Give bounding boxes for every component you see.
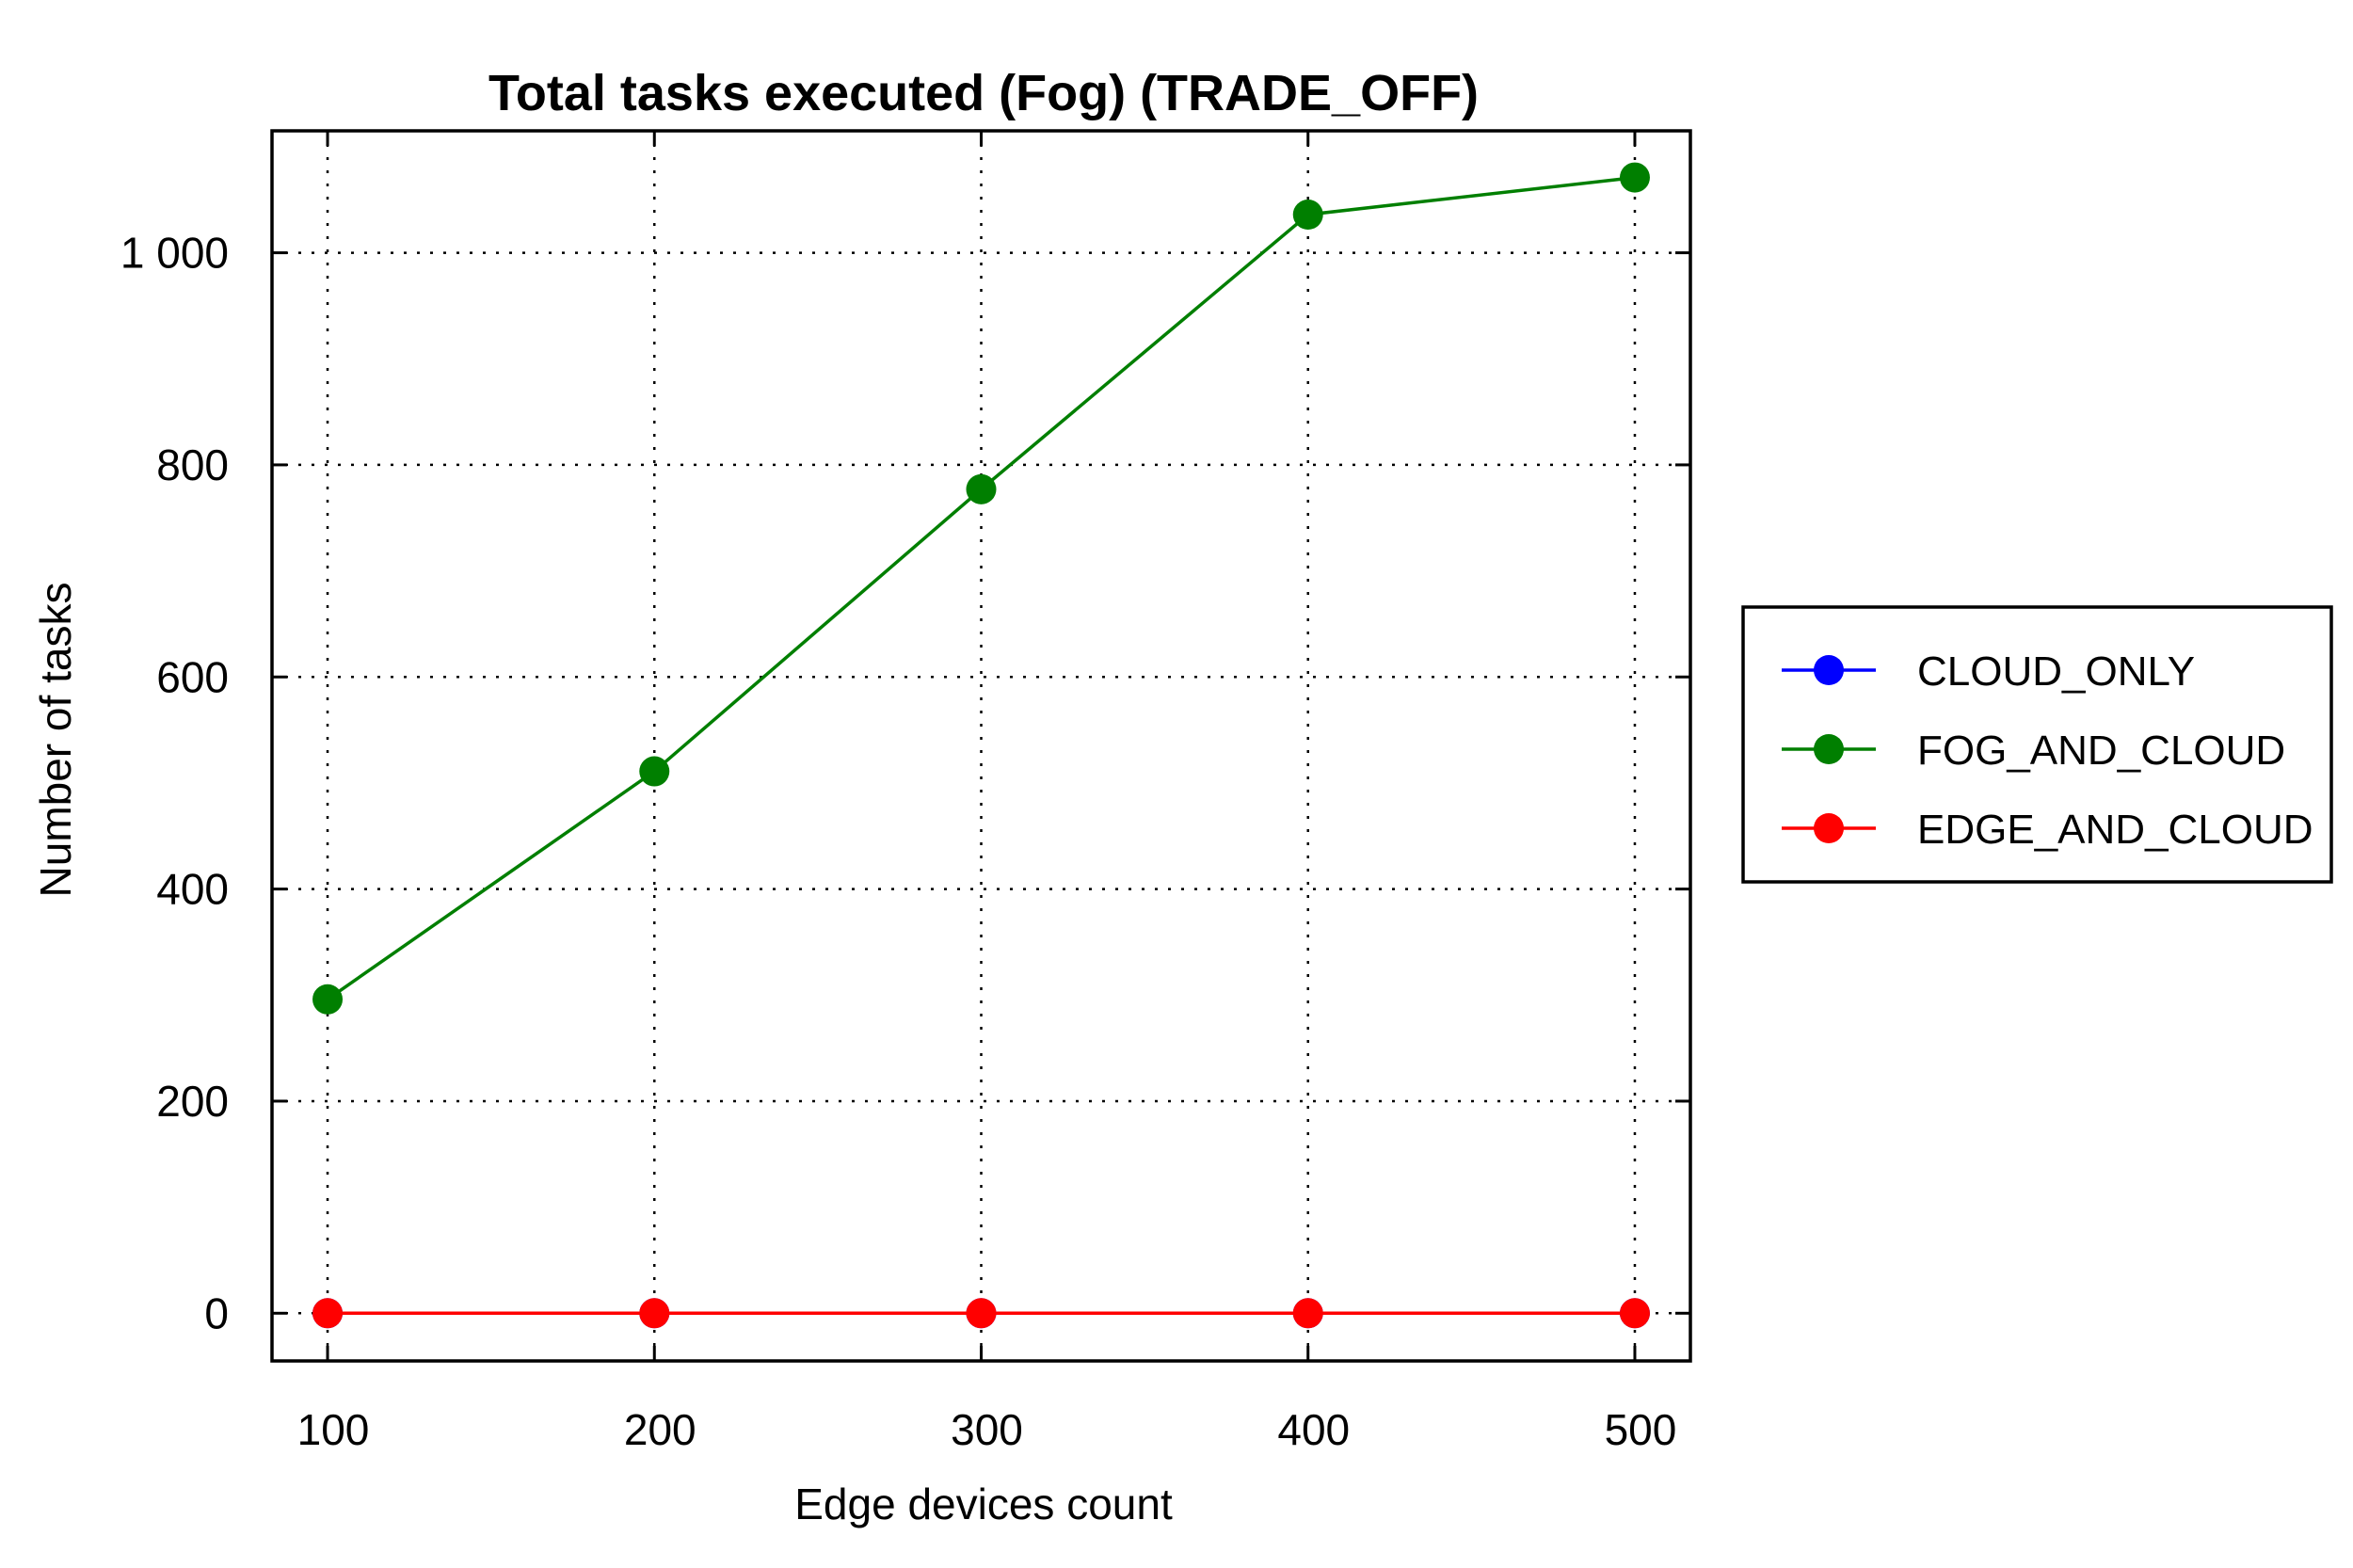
- y-tick-label: 800: [156, 440, 229, 489]
- data-point: [1619, 1298, 1650, 1329]
- axis-ticks: [272, 131, 1690, 1361]
- series-line: [327, 175, 1636, 1001]
- tick-labels: 100 200 300 400 500 0 200 400 600 800 1 000: [120, 229, 1676, 1454]
- x-axis-label: Edge devices count: [794, 1480, 1173, 1528]
- y-tick-label: 600: [156, 652, 229, 701]
- legend-swatch-marker: [1814, 655, 1844, 685]
- legend-swatch-marker: [1814, 813, 1844, 843]
- y-tick-label: 1 000: [120, 229, 229, 278]
- legend-label: FOG_AND_CLOUD: [1917, 728, 2285, 774]
- grid-lines: [272, 131, 1690, 1361]
- data-point: [639, 756, 670, 787]
- legend-entries: CLOUD_ONLY FOG_AND_CLOUD EDGE_AND_CLOUD: [1782, 648, 2313, 853]
- data-point: [1292, 200, 1323, 231]
- data-point: [312, 984, 344, 1015]
- legend-label: EDGE_AND_CLOUD: [1917, 807, 2313, 853]
- x-tick-label: 200: [624, 1405, 696, 1454]
- data-point: [966, 473, 997, 504]
- y-axis-label: Number of tasks: [31, 583, 80, 898]
- legend-swatch-marker: [1814, 734, 1844, 764]
- x-tick-label: 300: [951, 1405, 1023, 1454]
- x-tick-label: 100: [297, 1405, 370, 1454]
- y-tick-label: 200: [156, 1077, 229, 1126]
- x-tick-label: 500: [1605, 1405, 1677, 1454]
- legend: CLOUD_ONLY FOG_AND_CLOUD EDGE_AND_CLOUD: [1741, 605, 2333, 884]
- chart-title: Total tasks executed (Fog) (TRADE_OFF): [488, 65, 1479, 121]
- series-layer: [312, 162, 1650, 1329]
- legend-frame: [1741, 605, 2333, 884]
- data-point: [1619, 162, 1650, 193]
- data-point: [1292, 1298, 1323, 1329]
- data-point: [312, 1298, 344, 1329]
- data-point: [966, 1298, 997, 1329]
- y-tick-label: 0: [204, 1288, 229, 1337]
- legend-label: CLOUD_ONLY: [1917, 648, 2195, 695]
- data-point: [639, 1298, 670, 1329]
- x-tick-label: 400: [1277, 1405, 1350, 1454]
- y-tick-label: 400: [156, 865, 229, 914]
